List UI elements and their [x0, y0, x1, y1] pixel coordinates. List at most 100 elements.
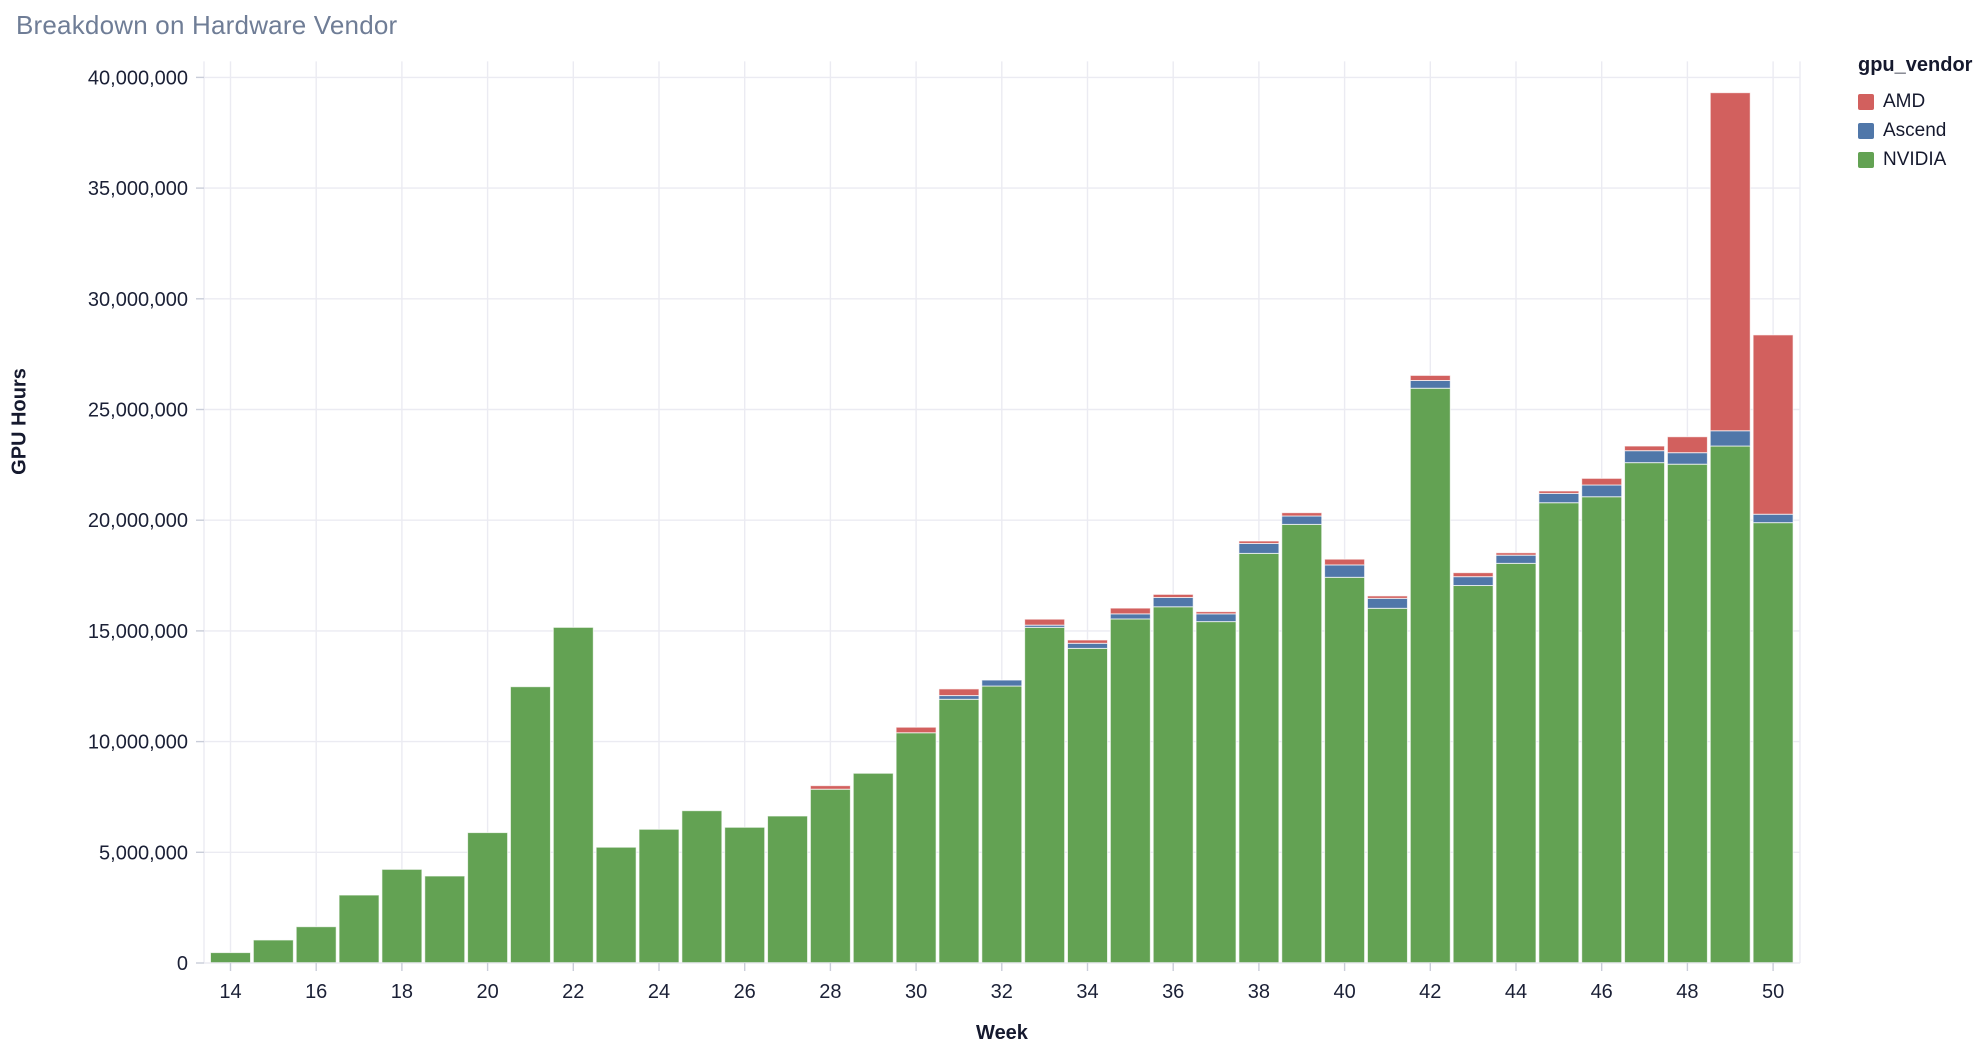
bar-segment-nvidia-week-41[interactable]: [1366, 607, 1408, 964]
bar-segment-ascend-week-43[interactable]: [1452, 576, 1494, 587]
bar-segment-nvidia-week-29[interactable]: [852, 772, 894, 964]
chart-title: Breakdown on Hardware Vendor: [16, 10, 398, 40]
x-tick-label: 18: [391, 981, 413, 1003]
bar-segment-nvidia-week-26[interactable]: [724, 826, 766, 964]
bar-segment-amd-week-38[interactable]: [1238, 540, 1280, 544]
bar-segment-ascend-week-34[interactable]: [1067, 642, 1108, 649]
bar-segment-nvidia-week-16[interactable]: [295, 926, 337, 964]
bar-segment-nvidia-week-46[interactable]: [1581, 496, 1623, 964]
bar-segment-nvidia-week-30[interactable]: [895, 732, 937, 964]
bar-segment-nvidia-week-39[interactable]: [1281, 523, 1323, 964]
y-axis-title: GPU Hours: [8, 368, 31, 475]
legend-swatch-nvidia: [1858, 152, 1874, 168]
legend-label: Ascend: [1883, 120, 1947, 141]
bar-segment-amd-week-43[interactable]: [1452, 572, 1494, 578]
bar-segment-nvidia-week-19[interactable]: [424, 875, 466, 964]
bar-segment-ascend-week-44[interactable]: [1495, 554, 1537, 564]
bar-segment-amd-week-44[interactable]: [1495, 552, 1537, 556]
legend-swatch-amd: [1858, 94, 1874, 110]
bar-segment-ascend-week-42[interactable]: [1409, 379, 1451, 389]
bar-segment-ascend-week-31[interactable]: [938, 695, 980, 700]
bar-segment-nvidia-week-23[interactable]: [595, 846, 637, 964]
bar-segment-nvidia-week-27[interactable]: [767, 815, 809, 964]
bar-segment-ascend-week-41[interactable]: [1366, 597, 1408, 609]
bar-segment-nvidia-week-35[interactable]: [1109, 618, 1151, 964]
bar-segment-amd-week-42[interactable]: [1409, 374, 1451, 381]
bar-segment-ascend-week-38[interactable]: [1238, 542, 1280, 554]
bar-segment-ascend-week-48[interactable]: [1666, 452, 1708, 465]
bar-segment-amd-week-37[interactable]: [1195, 611, 1237, 615]
bar-segment-amd-week-47[interactable]: [1624, 445, 1666, 452]
bar-segment-ascend-week-35[interactable]: [1109, 613, 1151, 620]
bar-segment-amd-week-33[interactable]: [1024, 618, 1066, 626]
x-tick-label: 28: [819, 981, 841, 1003]
bar-segment-ascend-week-36[interactable]: [1152, 596, 1194, 608]
x-tick-label: 14: [219, 981, 241, 1003]
bar-segment-nvidia-week-42[interactable]: [1409, 387, 1451, 964]
bar-segment-ascend-week-32[interactable]: [981, 679, 1023, 687]
bar-segment-amd-week-35[interactable]: [1109, 607, 1151, 615]
y-tick-label: 15,000,000: [88, 621, 188, 643]
bar-segment-nvidia-week-37[interactable]: [1195, 621, 1237, 964]
bar-segment-amd-week-34[interactable]: [1067, 639, 1108, 644]
bar-segment-nvidia-week-21[interactable]: [509, 686, 551, 964]
bar-segment-ascend-week-37[interactable]: [1195, 613, 1237, 623]
bar-segment-nvidia-week-47[interactable]: [1624, 462, 1666, 964]
bar-segment-nvidia-week-32[interactable]: [981, 685, 1023, 964]
bar-segment-amd-week-28[interactable]: [809, 785, 851, 790]
bar-segment-nvidia-week-34[interactable]: [1067, 647, 1108, 964]
bar-segment-ascend-week-47[interactable]: [1624, 450, 1666, 464]
bar-segment-nvidia-week-33[interactable]: [1024, 626, 1066, 964]
bar-segment-amd-week-49[interactable]: [1709, 92, 1751, 432]
bar-segment-amd-week-45[interactable]: [1538, 490, 1580, 494]
bar-segment-nvidia-week-31[interactable]: [938, 698, 980, 964]
legend-item-amd[interactable]: AMD: [1858, 91, 1972, 113]
bar-segment-ascend-week-50[interactable]: [1752, 513, 1794, 524]
x-tick-label: 42: [1419, 981, 1441, 1003]
legend-label: NVIDIA: [1883, 149, 1947, 170]
bar-segment-amd-week-40[interactable]: [1324, 558, 1366, 566]
x-tick-label: 24: [648, 981, 670, 1003]
legend: gpu_vendor AMD Ascend NVIDIA: [1858, 54, 1972, 178]
bar-segment-nvidia-week-49[interactable]: [1709, 445, 1751, 964]
x-tick-label: 38: [1248, 981, 1270, 1003]
bar-segment-amd-week-48[interactable]: [1666, 436, 1708, 454]
legend-title: gpu_vendor: [1858, 54, 1973, 76]
bar-segment-ascend-week-49[interactable]: [1709, 430, 1751, 447]
bar-segment-nvidia-week-17[interactable]: [338, 894, 380, 964]
bar-segment-nvidia-week-50[interactable]: [1752, 522, 1794, 964]
x-tick-label: 16: [305, 981, 327, 1003]
bar-segment-nvidia-week-38[interactable]: [1238, 552, 1280, 964]
bar-segment-nvidia-week-20[interactable]: [467, 832, 509, 964]
bar-segment-amd-week-39[interactable]: [1281, 512, 1323, 517]
legend-item-ascend[interactable]: Ascend: [1858, 120, 1972, 142]
bar-segment-nvidia-week-22[interactable]: [552, 626, 594, 964]
bar-segment-nvidia-week-15[interactable]: [252, 939, 294, 964]
bar-segment-ascend-week-40[interactable]: [1324, 564, 1366, 578]
legend-item-nvidia[interactable]: NVIDIA: [1858, 149, 1972, 171]
bar-segment-nvidia-week-45[interactable]: [1538, 502, 1580, 964]
y-tick-label: 10,000,000: [88, 732, 188, 754]
bar-segment-amd-week-41[interactable]: [1366, 595, 1408, 599]
bar-segment-nvidia-week-14[interactable]: [210, 952, 251, 964]
bar-segment-amd-week-50[interactable]: [1752, 334, 1794, 515]
legend-items: AMD Ascend NVIDIA: [1858, 91, 1972, 171]
y-tick-label: 20,000,000: [88, 510, 188, 532]
bar-segment-nvidia-week-28[interactable]: [809, 788, 851, 964]
bar-segment-nvidia-week-25[interactable]: [681, 810, 723, 964]
bar-segment-amd-week-46[interactable]: [1581, 477, 1623, 486]
bar-segment-ascend-week-46[interactable]: [1581, 484, 1623, 498]
bar-segment-ascend-week-45[interactable]: [1538, 492, 1580, 504]
bar-segment-ascend-week-39[interactable]: [1281, 515, 1323, 525]
bar-segment-amd-week-30[interactable]: [895, 726, 937, 734]
bar-segment-nvidia-week-36[interactable]: [1152, 606, 1194, 964]
x-tick-label: 26: [734, 981, 756, 1003]
bar-segment-nvidia-week-18[interactable]: [381, 868, 423, 964]
bar-segment-nvidia-week-48[interactable]: [1666, 463, 1708, 964]
bar-segment-nvidia-week-40[interactable]: [1324, 576, 1366, 964]
bar-segment-nvidia-week-24[interactable]: [638, 828, 680, 964]
bar-segment-amd-week-36[interactable]: [1152, 593, 1194, 598]
bar-segment-nvidia-week-44[interactable]: [1495, 562, 1537, 964]
bar-segment-nvidia-week-43[interactable]: [1452, 585, 1494, 964]
bar-segment-amd-week-31[interactable]: [938, 688, 980, 697]
